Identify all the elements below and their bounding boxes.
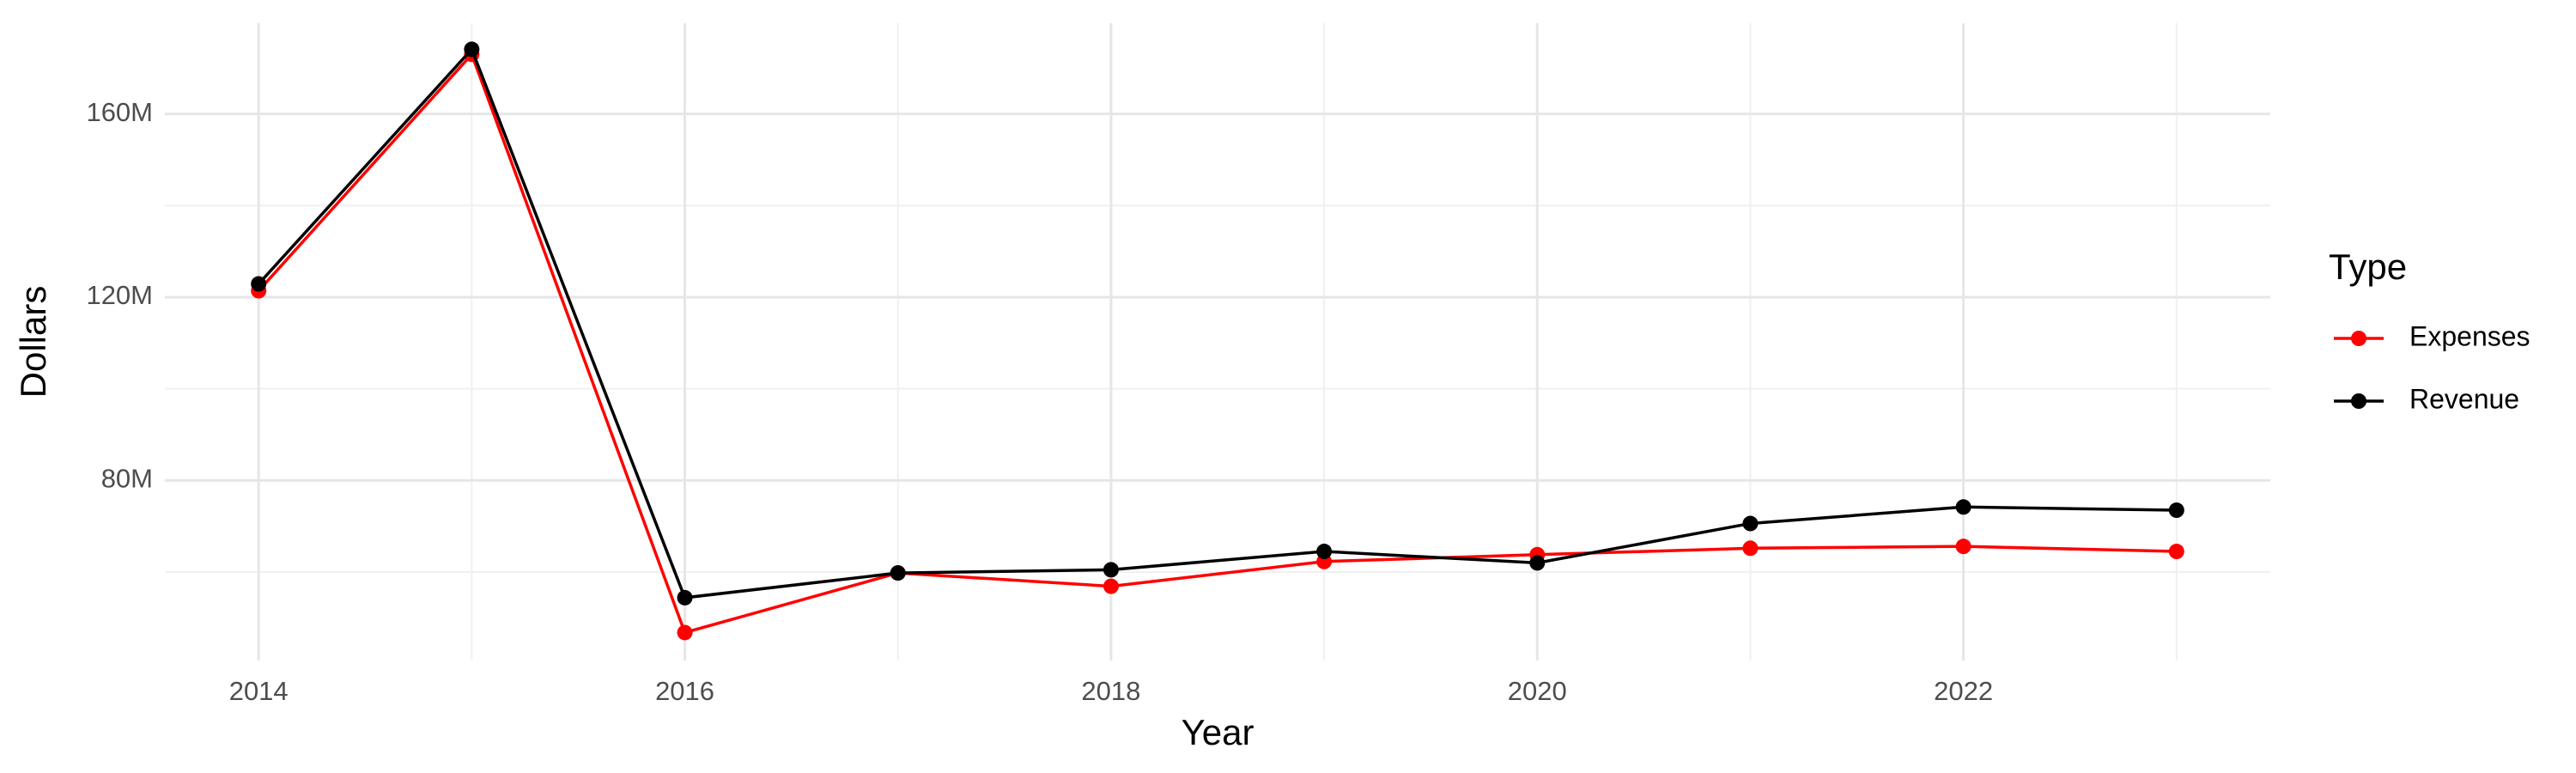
point: [1742, 515, 1759, 532]
legend-key-point: [2351, 393, 2366, 409]
legend-title: Type: [2329, 247, 2407, 287]
x-tick-label: 2022: [1934, 676, 1993, 706]
point: [251, 276, 267, 292]
y-tick-label: 120M: [86, 280, 153, 310]
point: [1529, 555, 1546, 571]
point: [1742, 540, 1759, 557]
point: [1316, 544, 1333, 560]
x-tick-label: 2020: [1508, 676, 1567, 706]
legend-key-point: [2351, 331, 2366, 346]
series-line: [257, 46, 2177, 600]
point: [1955, 539, 1971, 555]
x-tick-label: 2018: [1081, 676, 1140, 706]
legend-label: Expenses: [2409, 320, 2530, 351]
x-tick-label: 2016: [655, 676, 714, 706]
y-tick-label: 80M: [101, 464, 153, 494]
point: [2168, 502, 2184, 519]
x-axis-title: Year: [1182, 712, 1255, 752]
legend-label: Revenue: [2409, 383, 2519, 414]
point: [677, 589, 693, 606]
point: [1103, 562, 1119, 578]
x-tick-label: 2014: [229, 676, 289, 706]
point: [677, 624, 693, 641]
y-tick-label: 160M: [86, 97, 153, 127]
y-axis-title: Dollars: [13, 286, 53, 399]
point: [1955, 499, 1971, 515]
point: [2168, 544, 2184, 560]
legend-item: Revenue: [2334, 383, 2519, 414]
grid: [165, 23, 2270, 660]
point: [1103, 578, 1119, 594]
point: [890, 565, 906, 581]
legend-item: Expenses: [2334, 320, 2530, 351]
series-line: [257, 51, 2177, 635]
point: [464, 41, 480, 58]
